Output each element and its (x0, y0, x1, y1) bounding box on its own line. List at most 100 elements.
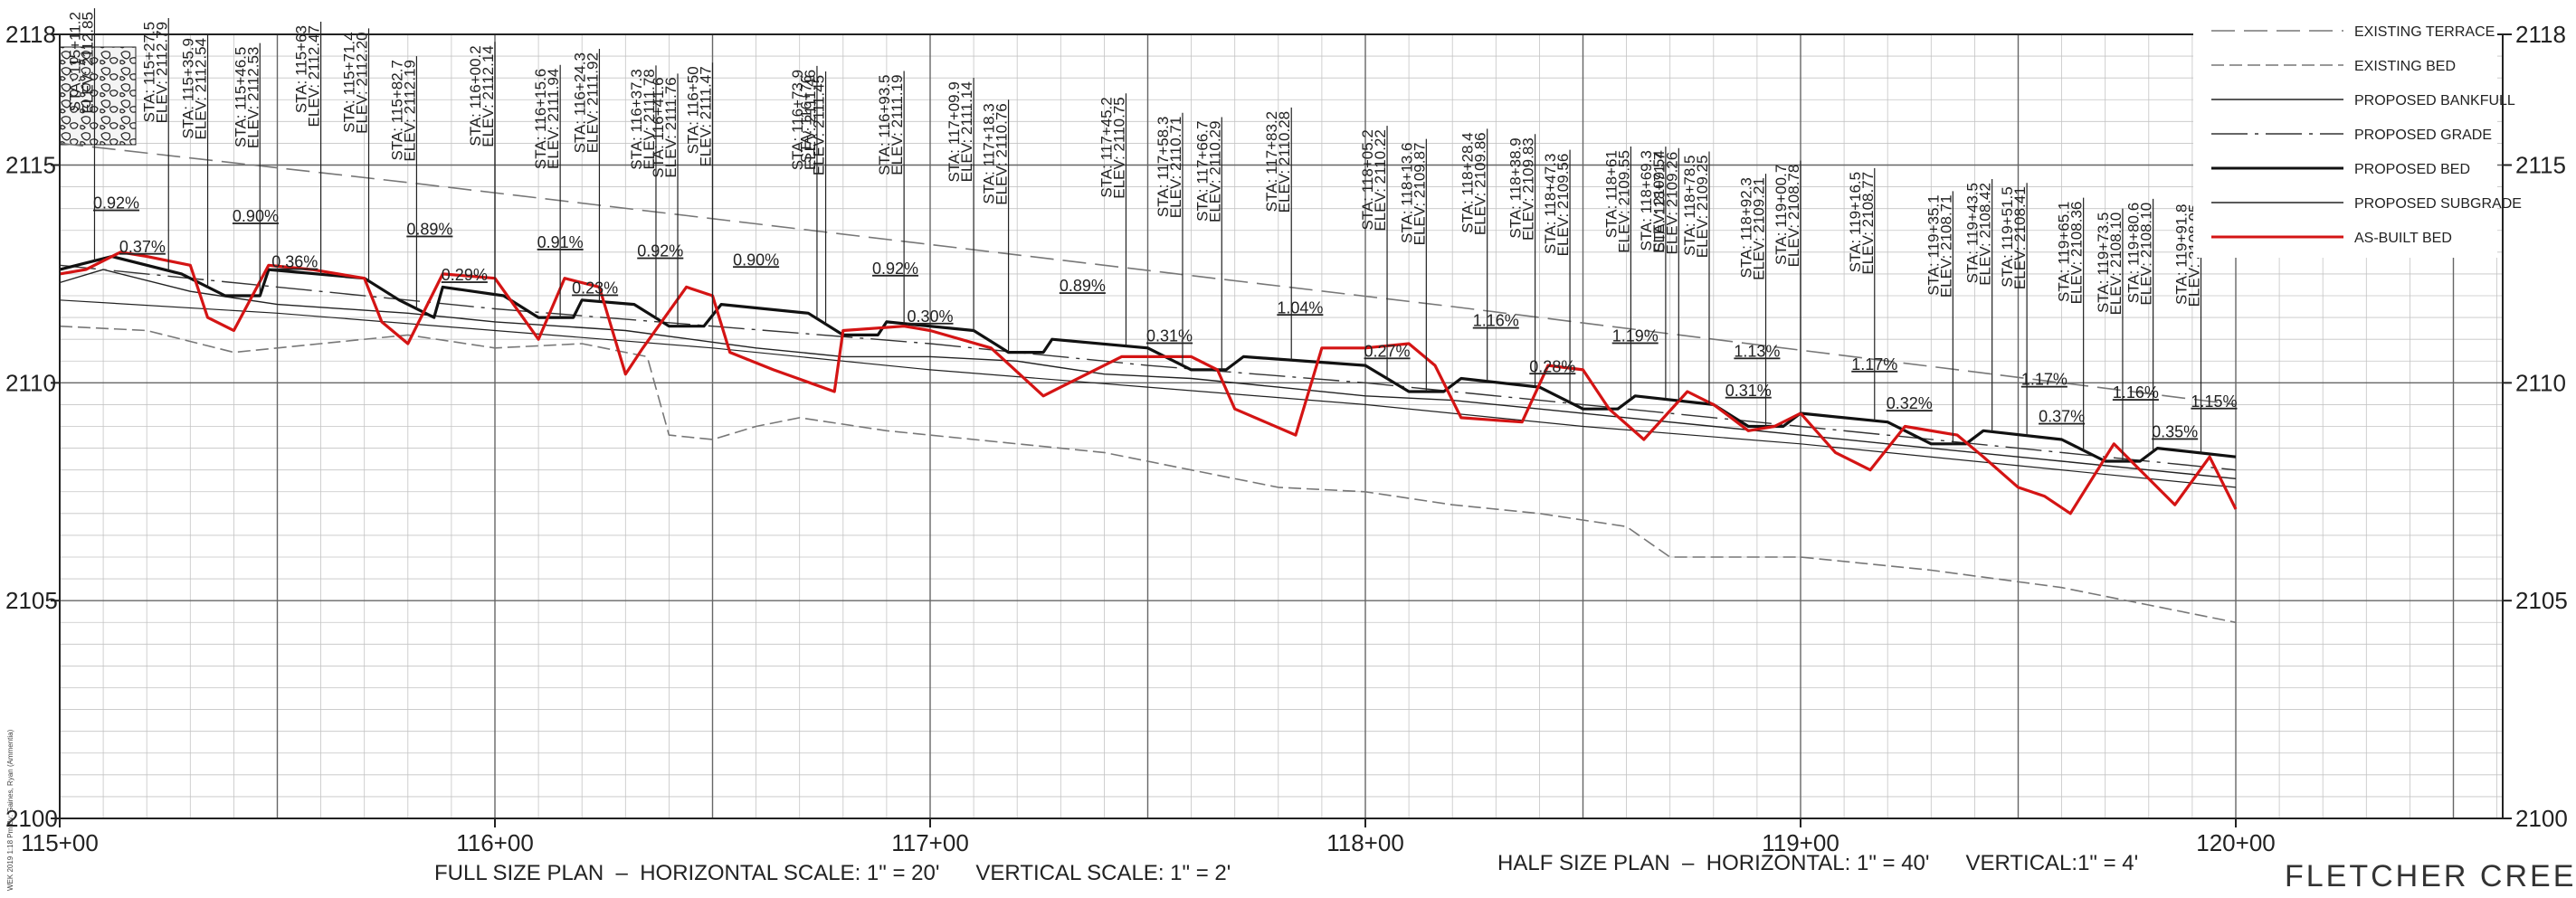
y-tick-label-right: 2110 (2515, 369, 2566, 396)
annotation-elevation: ELEV: 2112.47 (306, 25, 323, 127)
annotation-station: STA: 117+45.2 (1098, 97, 1115, 197)
annotation-station: STA: 119+43.5 (1964, 183, 1982, 283)
slope-label: 0.35% (2152, 423, 2198, 441)
legend-label: EXISTING BED (2354, 59, 2456, 74)
x-tick-label: 117+00 (891, 829, 969, 856)
y-tick-label-left: 2115 (5, 152, 56, 179)
annotation-station: STA: 115+27.5 (140, 22, 157, 122)
annotation-elevation: ELEV: 2108.78 (1785, 165, 1802, 268)
annotation-station: STA: 118+28.4 (1459, 132, 1477, 232)
annotation-station: STA: 118+71.7 (1650, 152, 1668, 252)
annotation-elevation: ELEV: 2110.75 (1110, 97, 1127, 198)
y-tick-label-right: 2100 (2515, 805, 2568, 832)
slope-label: 0.89% (406, 221, 452, 239)
y-tick-label-right: 2105 (2515, 587, 2568, 614)
annotation-station: STA: 115+63 (293, 25, 310, 113)
annotation-elevation: ELEV: 2108.71 (1937, 194, 1954, 298)
slope-label: 1.16% (2113, 383, 2159, 402)
series-line-existing-bed (59, 325, 2237, 624)
annotation-station: STA: 119+16.5 (1847, 172, 1864, 272)
annotation-elevation: ELEV: 2112.79 (153, 22, 170, 123)
y-axis-right: 2118 2115 2110 2105 2100 (2503, 21, 2568, 832)
slope-label: 0.91% (537, 233, 584, 251)
project-title: FLETCHER CREEK (2285, 859, 2576, 893)
annotation-station: STA: 116+37.3 (628, 69, 645, 169)
y-tick-label-left: 2100 (5, 805, 58, 832)
slope-label: 0.31% (1146, 327, 1193, 345)
annotation-elevation: ELEV: 2110.22 (1372, 129, 1389, 231)
annotation-station: STA: 117+83.2 (1263, 111, 1280, 212)
annotation-elevation: ELEV: 2111.19 (889, 74, 906, 175)
annotation-elevation: ELEV: 2110.28 (1276, 111, 1293, 213)
x-tick-label: 115+00 (21, 829, 99, 856)
annotation-elevation: ELEV: 2111.47 (698, 66, 715, 166)
legend-label: AS-BUILT BED (2354, 231, 2452, 246)
annotation-elevation: ELEV: 2109.54 (1650, 150, 1668, 253)
annotation-station: STA: 117+18.3 (981, 103, 998, 203)
annotation-station: STA: 119+91.8 (2173, 204, 2191, 305)
annotation-station: STA: 119+73.5 (2095, 213, 2112, 313)
plot-frame (59, 33, 2504, 819)
slope-label: 0.37% (2039, 408, 2085, 426)
slope-label: 1.17% (1851, 355, 1897, 373)
annotation-station: STA: 119+65.1 (2056, 202, 2073, 302)
slope-label: 0.23% (572, 279, 618, 298)
slope-label: 0.29% (442, 266, 488, 284)
minor-grid (60, 33, 2503, 818)
annotation-elevation: ELEV: 2108.41 (2011, 186, 2029, 289)
slope-label: 0.90% (733, 250, 779, 269)
x-tick-label: 119+00 (1762, 829, 1839, 856)
annotation-station: STA: 116+50 (685, 66, 702, 154)
annotation-station: STA: 115+35.9 (180, 38, 197, 138)
annotation-elevation: ELEV: 2109.87 (1411, 143, 1428, 246)
annotation-station: STA: 115+11.2 (66, 12, 83, 111)
slope-label: 0.32% (1887, 394, 1933, 412)
annotation-elevation: ELEV: 2112.54 (193, 38, 210, 139)
series-line-proposed-subgrade (59, 299, 2237, 488)
annotation-station: STA: 117+58.3 (1155, 117, 1172, 217)
annotation-elevation: ELEV: 2108.77 (1859, 172, 1877, 275)
annotation-station: STA: 117+66.7 (1193, 121, 1211, 222)
annotation-station: STA: 118+78.5 (1681, 156, 1698, 256)
annotation-station: STA: 119+80.6 (2125, 203, 2143, 303)
slope-label: 0.37% (119, 238, 166, 256)
annotation-station: STA: 119+00.7 (1773, 165, 1790, 265)
annotation-station: STA: 119+51.5 (1999, 186, 2016, 287)
slope-label: 1.04% (1277, 298, 1323, 317)
annotation-elevation: ELEV: 2109.86 (1472, 132, 1489, 235)
annotation-station: STA: 119+35.1 (1925, 194, 1942, 295)
slope-label: 0.89% (1060, 277, 1106, 295)
annotation-station: STA: 115+71.4 (341, 32, 358, 132)
x-tick-label: 118+00 (1326, 829, 1404, 856)
profile-series (59, 142, 2238, 624)
file-stamp: WEK 2019 1:18 Pm By: Gaines, Ryan (Ammen… (6, 729, 14, 891)
slope-label: 1.19% (1612, 327, 1659, 345)
slope-label: 1.16% (1473, 312, 1519, 330)
annotation-station: STA: 116+73.9 (789, 70, 806, 170)
slope-label: 0.31% (1725, 382, 1772, 400)
series-line-as-built-bed (59, 250, 2238, 515)
slope-label: 0.92% (872, 260, 918, 278)
annotation-station: STA: 116+41.6 (650, 77, 667, 177)
annotation-elevation: ELEV: 2109.56 (1554, 154, 1572, 257)
annotation-station: STA: 118+61 (1602, 150, 1620, 238)
annotation-elevation: ELEV: 2110.29 (1206, 121, 1223, 222)
series-line-proposed-bed (59, 255, 2237, 463)
scale-note-half: HALF SIZE PLAN – HORIZONTAL: 1" = 40' VE… (1497, 851, 2138, 875)
annotation-station: STA: 118+38.9 (1507, 137, 1525, 238)
legend-label: EXISTING TERRACE (2354, 24, 2495, 40)
annotation-station: STA: 115+82.7 (388, 60, 405, 160)
annotation-station: STA: 118+13.6 (1398, 143, 1415, 243)
annotation-elevation: ELEV: 2111.46 (802, 70, 819, 170)
slope-labels: 0.92% 0.90% 0.89% 0.91% 0.92% 0.90% 0.92% 0.89%… (93, 194, 2237, 441)
slope-label: 0.92% (637, 242, 683, 260)
legend-label: PROPOSED GRADE (2354, 128, 2492, 143)
annotation-elevation: ELEV: 2109.21 (1751, 177, 1768, 280)
y-tick-label-right: 2115 (2515, 152, 2566, 179)
annotation-station: STA: 118+69.3 (1638, 150, 1655, 250)
series-line-proposed-bankfull (59, 269, 2237, 479)
annotation-elevation: ELEV: 2110.76 (993, 103, 1011, 204)
annotation-station: STA: 117+09.9 (946, 81, 963, 182)
